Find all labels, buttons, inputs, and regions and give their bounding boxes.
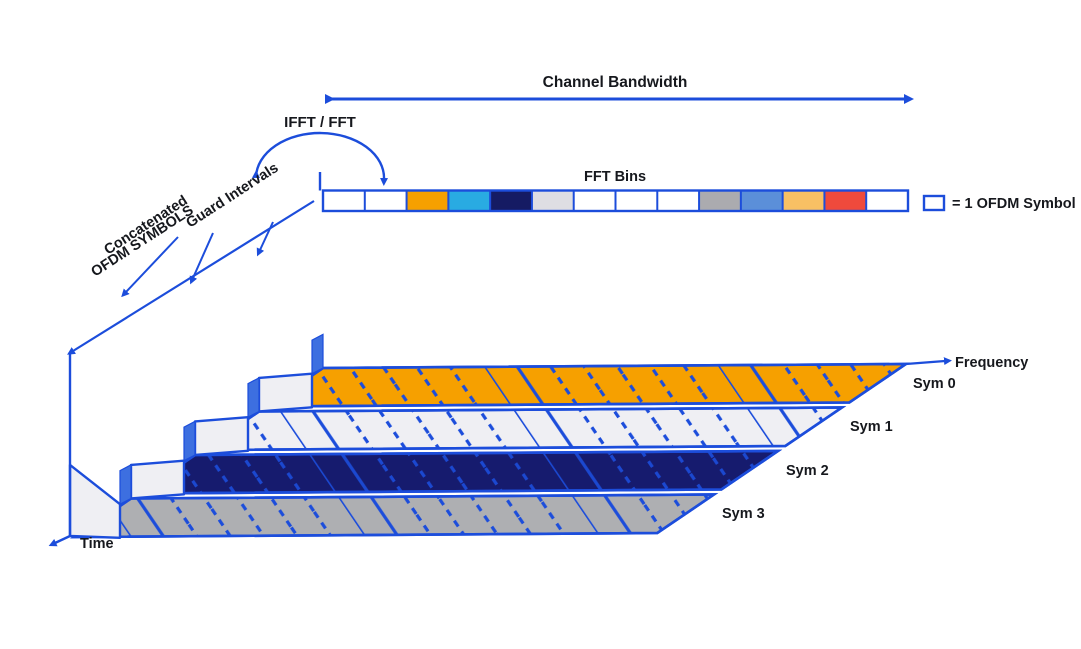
svg-text:Sym 0: Sym 0 xyxy=(913,376,956,392)
svg-text:FFT Bins: FFT Bins xyxy=(584,169,646,185)
svg-text:Time: Time xyxy=(80,536,114,552)
svg-text:Frequency: Frequency xyxy=(955,355,1028,371)
svg-text:IFFT / FFT: IFFT / FFT xyxy=(284,114,356,131)
svg-text:Sym 3: Sym 3 xyxy=(722,506,765,522)
svg-text:Channel Bandwidth: Channel Bandwidth xyxy=(543,74,688,91)
svg-text:Sym 1: Sym 1 xyxy=(850,419,893,435)
svg-text:= 1 OFDM Symbol: = 1 OFDM Symbol xyxy=(952,196,1076,212)
svg-text:Sym 2: Sym 2 xyxy=(786,463,829,479)
